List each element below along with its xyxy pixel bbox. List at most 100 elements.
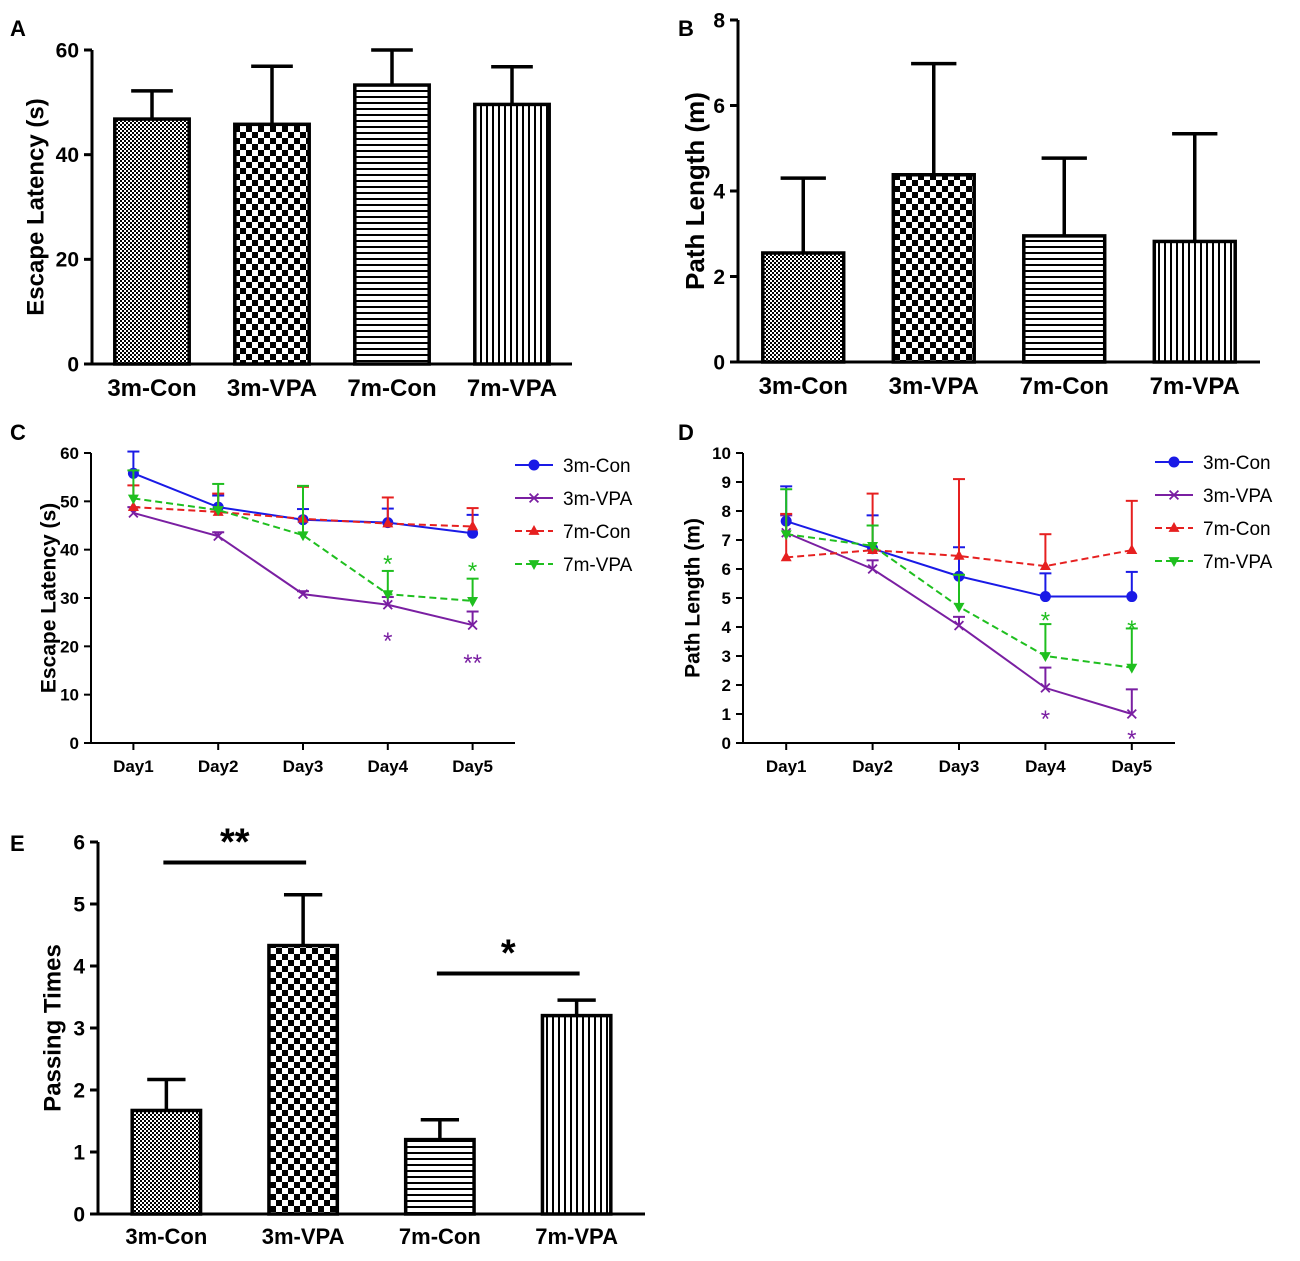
y-tick-label: 50 [60, 492, 79, 511]
legend-label: 7m-Con [1203, 519, 1271, 540]
y-tick-label: 10 [60, 686, 79, 705]
x-tick-label: 3m-VPA [227, 375, 317, 402]
x-tick-label: 7m-VPA [1150, 373, 1240, 400]
legend-label: 3m-VPA [563, 489, 633, 510]
panel-D: D 0 1 2 3 4 5 6 7 8 9 10 Path Length (m) Day1 Day2 Day3… [678, 420, 1273, 776]
panel-C: C 0 10 20 30 40 50 60 Escape Latency (s) Day1 Day2… [10, 420, 633, 776]
y-tick-label: 8 [722, 502, 731, 521]
data-point [212, 506, 224, 517]
bar-7m-VPA [473, 102, 551, 366]
x-tick-label: 7m-Con [1020, 373, 1109, 400]
x-tick-label: Day1 [766, 757, 807, 776]
data-point [297, 589, 309, 600]
x-tick-label: 7m-Con [399, 1224, 481, 1249]
x-tick-label: Day2 [852, 757, 893, 776]
y-tick-label: 0 [73, 1203, 85, 1226]
legend-label: 3m-Con [563, 456, 631, 477]
data-point [1040, 682, 1051, 693]
y-axis-label: Path Length (m) [680, 92, 710, 290]
legend-item: 7m-VPA [515, 555, 633, 576]
y-tick-label: 9 [722, 473, 731, 492]
y-tick-label: 0 [67, 353, 79, 376]
significance-label: * [1041, 607, 1050, 634]
y-axis-label: Escape Latency (s) [22, 98, 49, 315]
significance-label: ** [463, 650, 482, 677]
y-tick-label: 20 [60, 637, 79, 656]
data-point [382, 599, 393, 610]
series-7m-Con [780, 478, 1138, 570]
data-point [953, 549, 965, 560]
bar-3m-Con [761, 251, 846, 364]
data-point [467, 620, 478, 631]
panel-letter: D [678, 420, 694, 445]
significance-label: * [383, 551, 392, 578]
data-point [528, 459, 540, 471]
x-tick-label: 3m-Con [107, 375, 196, 402]
data-point [1039, 591, 1051, 603]
bar-7m-Con [1022, 234, 1107, 364]
y-tick-label: 4 [722, 618, 732, 637]
x-tick-label: Day4 [367, 757, 408, 776]
data-point [528, 492, 540, 504]
y-tick-label: 60 [56, 39, 79, 62]
x-tick-label: 3m-VPA [889, 373, 979, 400]
significance-label: * [501, 932, 516, 974]
y-tick-label: 2 [713, 266, 725, 289]
x-tick-label: 3m-VPA [262, 1224, 345, 1249]
panel-A: A 0 20 40 60 Escape Latency (s) 3m-Con 3m-VPA 7m… [10, 16, 572, 402]
y-tick-label: 7 [722, 531, 731, 550]
data-point [1168, 521, 1180, 532]
x-tick-label: 7m-VPA [535, 1224, 618, 1249]
y-tick-label: 30 [60, 589, 79, 608]
y-tick-label: 0 [70, 734, 79, 753]
y-tick-label: 3 [73, 1017, 85, 1040]
legend-item: 3m-VPA [515, 489, 633, 510]
significance-label: * [1041, 706, 1050, 733]
y-tick-label: 5 [73, 893, 85, 916]
x-tick-label: 7m-Con [347, 375, 436, 402]
data-point [1168, 489, 1180, 501]
bar-3m-VPA [891, 173, 976, 364]
bar-3m-VPA [233, 122, 311, 366]
data-point [528, 524, 540, 535]
legend-item: 3m-Con [515, 456, 631, 477]
panel-letter: A [10, 16, 26, 41]
panel-E: E 0 1 2 3 4 5 6 Passing Times 3m-Con 3m-VPA 7m-Con 7… [10, 821, 645, 1249]
legend-item: 3m-Con [1155, 453, 1271, 474]
data-point [467, 527, 479, 539]
y-tick-label: 8 [713, 9, 725, 32]
y-tick-label: 0 [722, 734, 731, 753]
bar-7m-VPA [540, 1013, 613, 1216]
data-point [382, 517, 394, 528]
data-point [297, 531, 309, 542]
data-point [1039, 652, 1051, 663]
data-point [1126, 708, 1137, 720]
y-tick-label: 10 [712, 444, 731, 463]
data-point [127, 494, 139, 505]
data-point [780, 530, 792, 541]
y-tick-label: 1 [73, 1141, 85, 1164]
bar-7m-Con [403, 1137, 476, 1216]
x-tick-label: Day4 [1025, 757, 1066, 776]
y-tick-label: 4 [713, 180, 725, 203]
series-line [786, 549, 1132, 568]
data-point [127, 501, 139, 511]
x-tick-label: Day3 [283, 757, 324, 776]
x-tick-label: 3m-Con [125, 1224, 207, 1249]
y-tick-label: 20 [56, 249, 79, 272]
y-tick-label: 2 [722, 676, 731, 695]
series-7m-VPA [127, 469, 479, 607]
significance-label: * [383, 628, 392, 655]
legend-item: 7m-VPA [1155, 552, 1273, 573]
y-tick-label: 6 [73, 831, 85, 854]
bar-7m-Con [353, 83, 431, 366]
series-3m-VPA [780, 514, 1138, 720]
panel-letter: B [678, 16, 694, 41]
x-tick-label: 3m-Con [759, 373, 848, 400]
y-axis-label: Passing Times [39, 944, 66, 1112]
panel-letter: C [10, 420, 26, 445]
data-point [780, 551, 792, 562]
legend-item: 7m-Con [1155, 519, 1271, 540]
legend-label: 7m-Con [563, 522, 631, 543]
legend-item: 7m-Con [515, 522, 631, 543]
